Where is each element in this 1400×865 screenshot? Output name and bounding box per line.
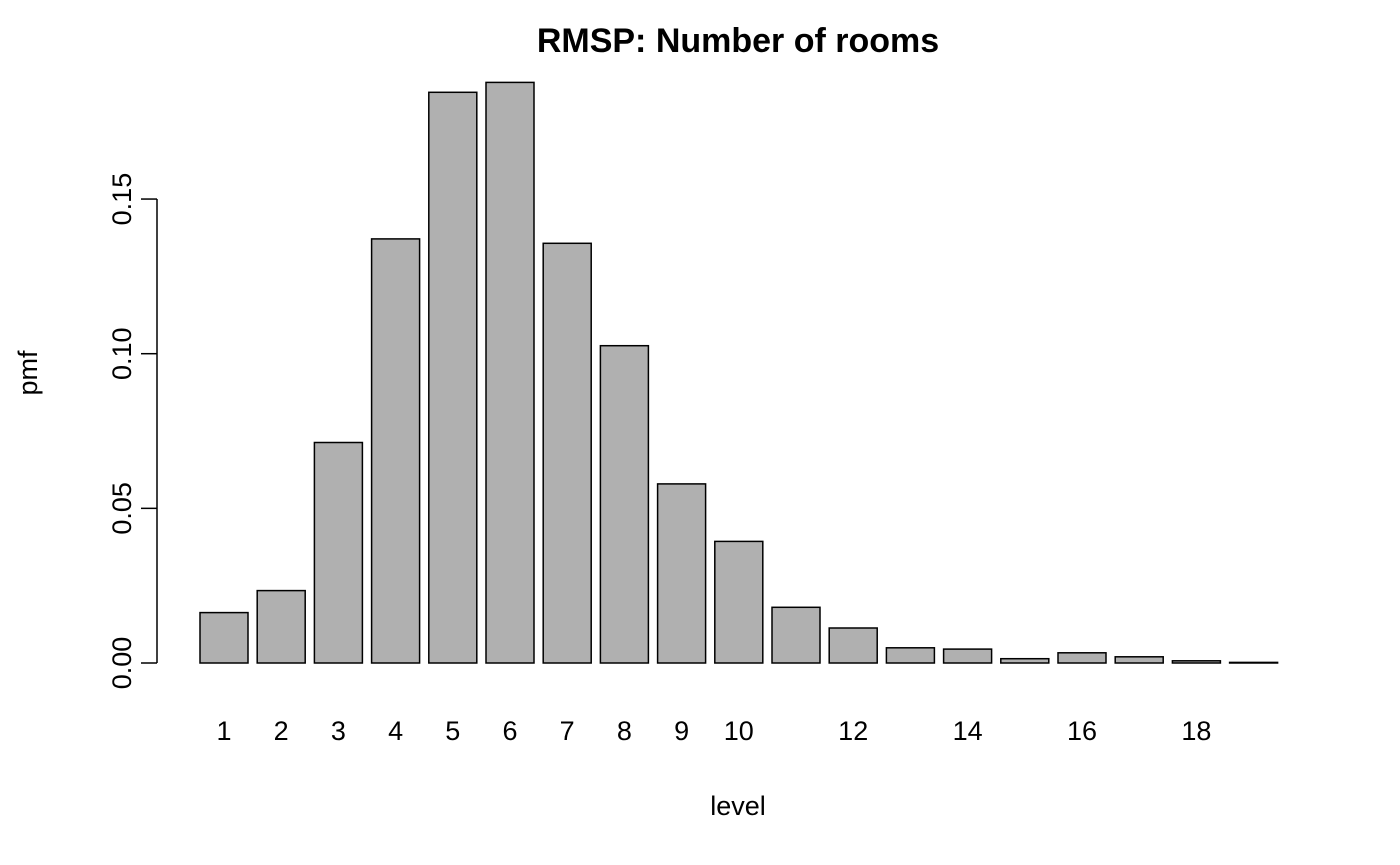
y-axis-label: pmf — [13, 350, 43, 396]
x-tick-label-14: 14 — [953, 716, 983, 746]
x-tick-label-1: 1 — [216, 716, 231, 746]
x-tick-label-2: 2 — [274, 716, 289, 746]
y-axis: 0.00 0.05 0.10 0.15 — [107, 173, 158, 690]
bar-level-3 — [313, 441, 364, 664]
x-axis-label: level — [710, 791, 766, 821]
x-tick-label-10: 10 — [724, 716, 754, 746]
bar-level-17 — [1114, 656, 1164, 664]
bar-level-9 — [656, 483, 707, 664]
bar-level-4 — [370, 238, 421, 664]
bar-level-1 — [199, 611, 249, 664]
x-tick-label-8: 8 — [617, 716, 632, 746]
y-tick-label-0.00: 0.00 — [107, 637, 137, 690]
x-tick-label-16: 16 — [1067, 716, 1097, 746]
bar-level-10 — [714, 540, 764, 664]
bar-level-7 — [542, 242, 592, 664]
bar-level-13 — [885, 647, 936, 664]
x-tick-label-4: 4 — [388, 716, 403, 746]
bar-level-14 — [942, 648, 993, 664]
x-tick-label-9: 9 — [674, 716, 689, 746]
bar-level-11 — [771, 606, 821, 664]
bars-group — [199, 81, 1279, 664]
bar-level-8 — [599, 344, 650, 664]
y-tick-label-0.10: 0.10 — [107, 327, 137, 380]
y-tick-label-0.15: 0.15 — [107, 173, 137, 226]
x-tick-labels: 1 2 3 4 5 6 7 8 9 10 12 14 16 18 — [216, 716, 1211, 746]
bar-level-2 — [256, 589, 306, 664]
bar-level-15 — [1000, 657, 1050, 664]
x-tick-label-3: 3 — [331, 716, 346, 746]
bar-level-6 — [485, 81, 535, 664]
bar-level-12 — [828, 627, 878, 664]
bar-level-5 — [428, 91, 478, 664]
bar-level-19 — [1228, 661, 1279, 664]
bar-level-16 — [1057, 652, 1107, 664]
x-tick-label-7: 7 — [560, 716, 575, 746]
x-tick-label-6: 6 — [502, 716, 517, 746]
y-tick-label-0.05: 0.05 — [107, 482, 137, 535]
x-tick-label-12: 12 — [838, 716, 868, 746]
bar-level-18 — [1171, 660, 1222, 664]
x-tick-label-18: 18 — [1181, 716, 1211, 746]
x-tick-label-5: 5 — [445, 716, 460, 746]
chart-title: RMSP: Number of rooms — [537, 22, 939, 60]
